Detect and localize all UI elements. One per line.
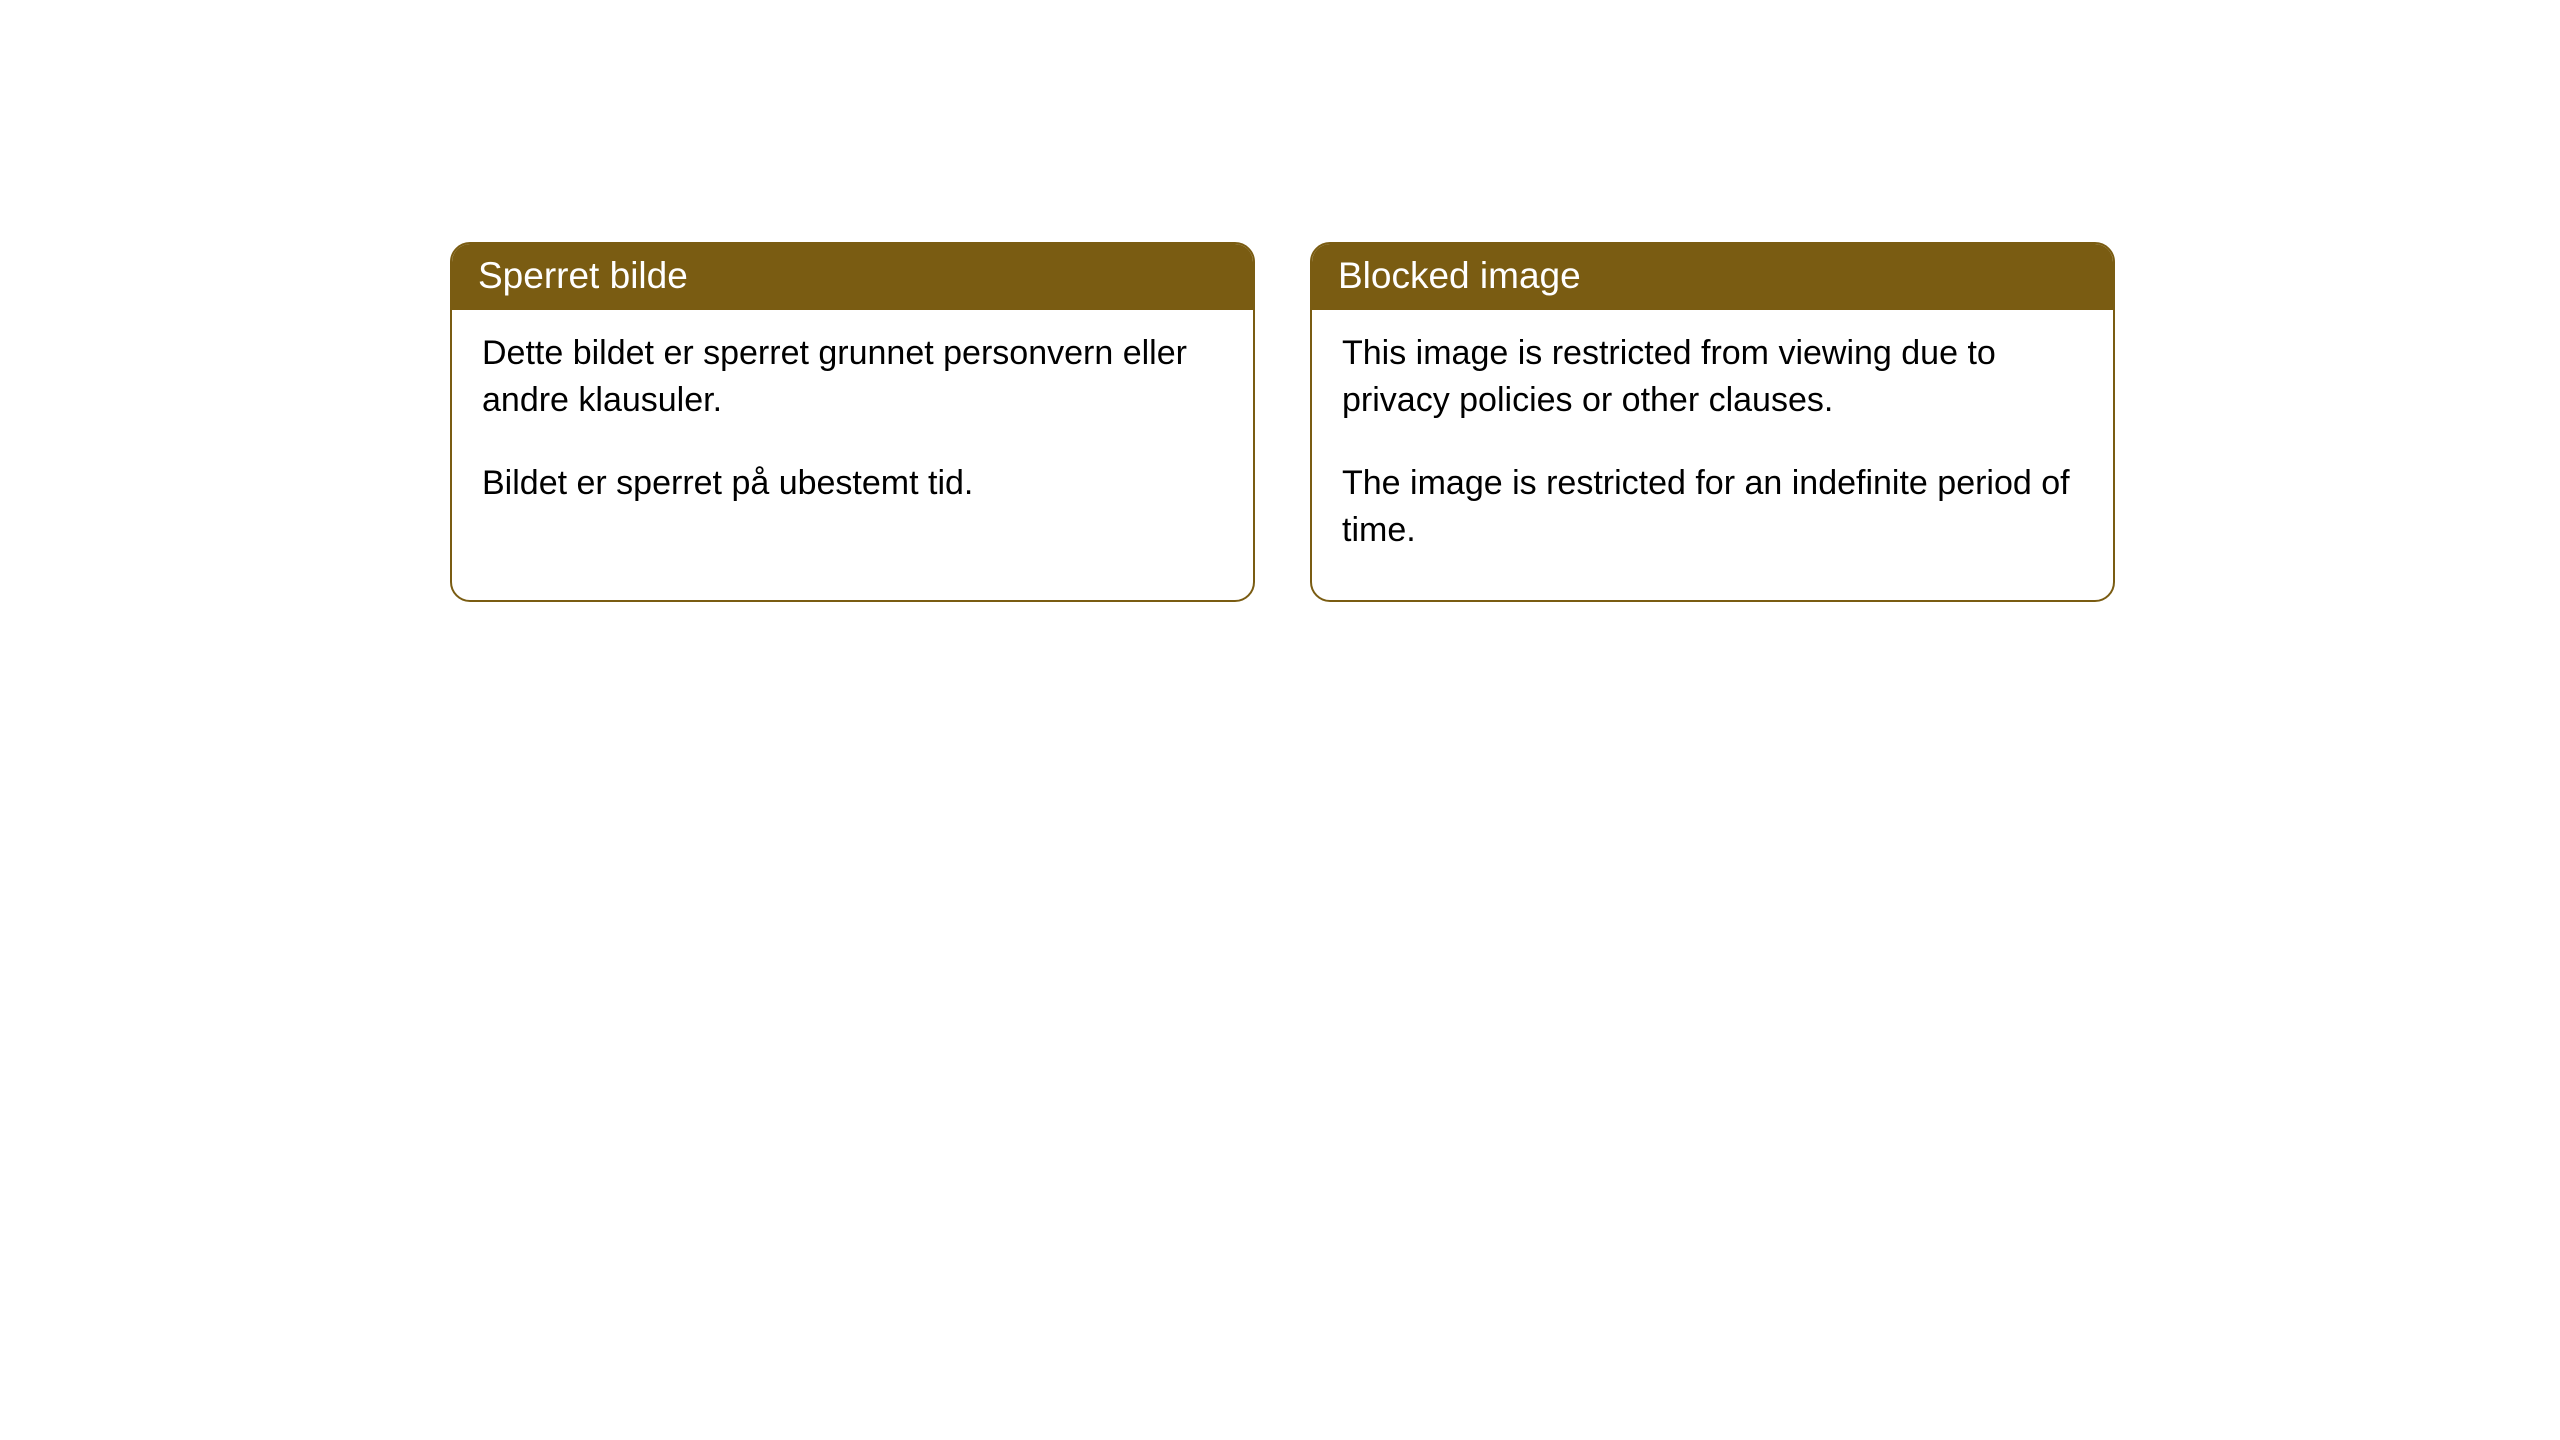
notice-text-norwegian-2: Bildet er sperret på ubestemt tid. (482, 460, 1223, 507)
card-header-norwegian: Sperret bilde (452, 244, 1253, 310)
notice-cards-container: Sperret bilde Dette bildet er sperret gr… (0, 0, 2560, 602)
card-body-english: This image is restricted from viewing du… (1312, 310, 2113, 600)
notice-text-english-2: The image is restricted for an indefinit… (1342, 460, 2083, 554)
notice-text-english-1: This image is restricted from viewing du… (1342, 330, 2083, 424)
card-header-english: Blocked image (1312, 244, 2113, 310)
notice-card-english: Blocked image This image is restricted f… (1310, 242, 2115, 602)
card-body-norwegian: Dette bildet er sperret grunnet personve… (452, 310, 1253, 553)
notice-card-norwegian: Sperret bilde Dette bildet er sperret gr… (450, 242, 1255, 602)
notice-text-norwegian-1: Dette bildet er sperret grunnet personve… (482, 330, 1223, 424)
